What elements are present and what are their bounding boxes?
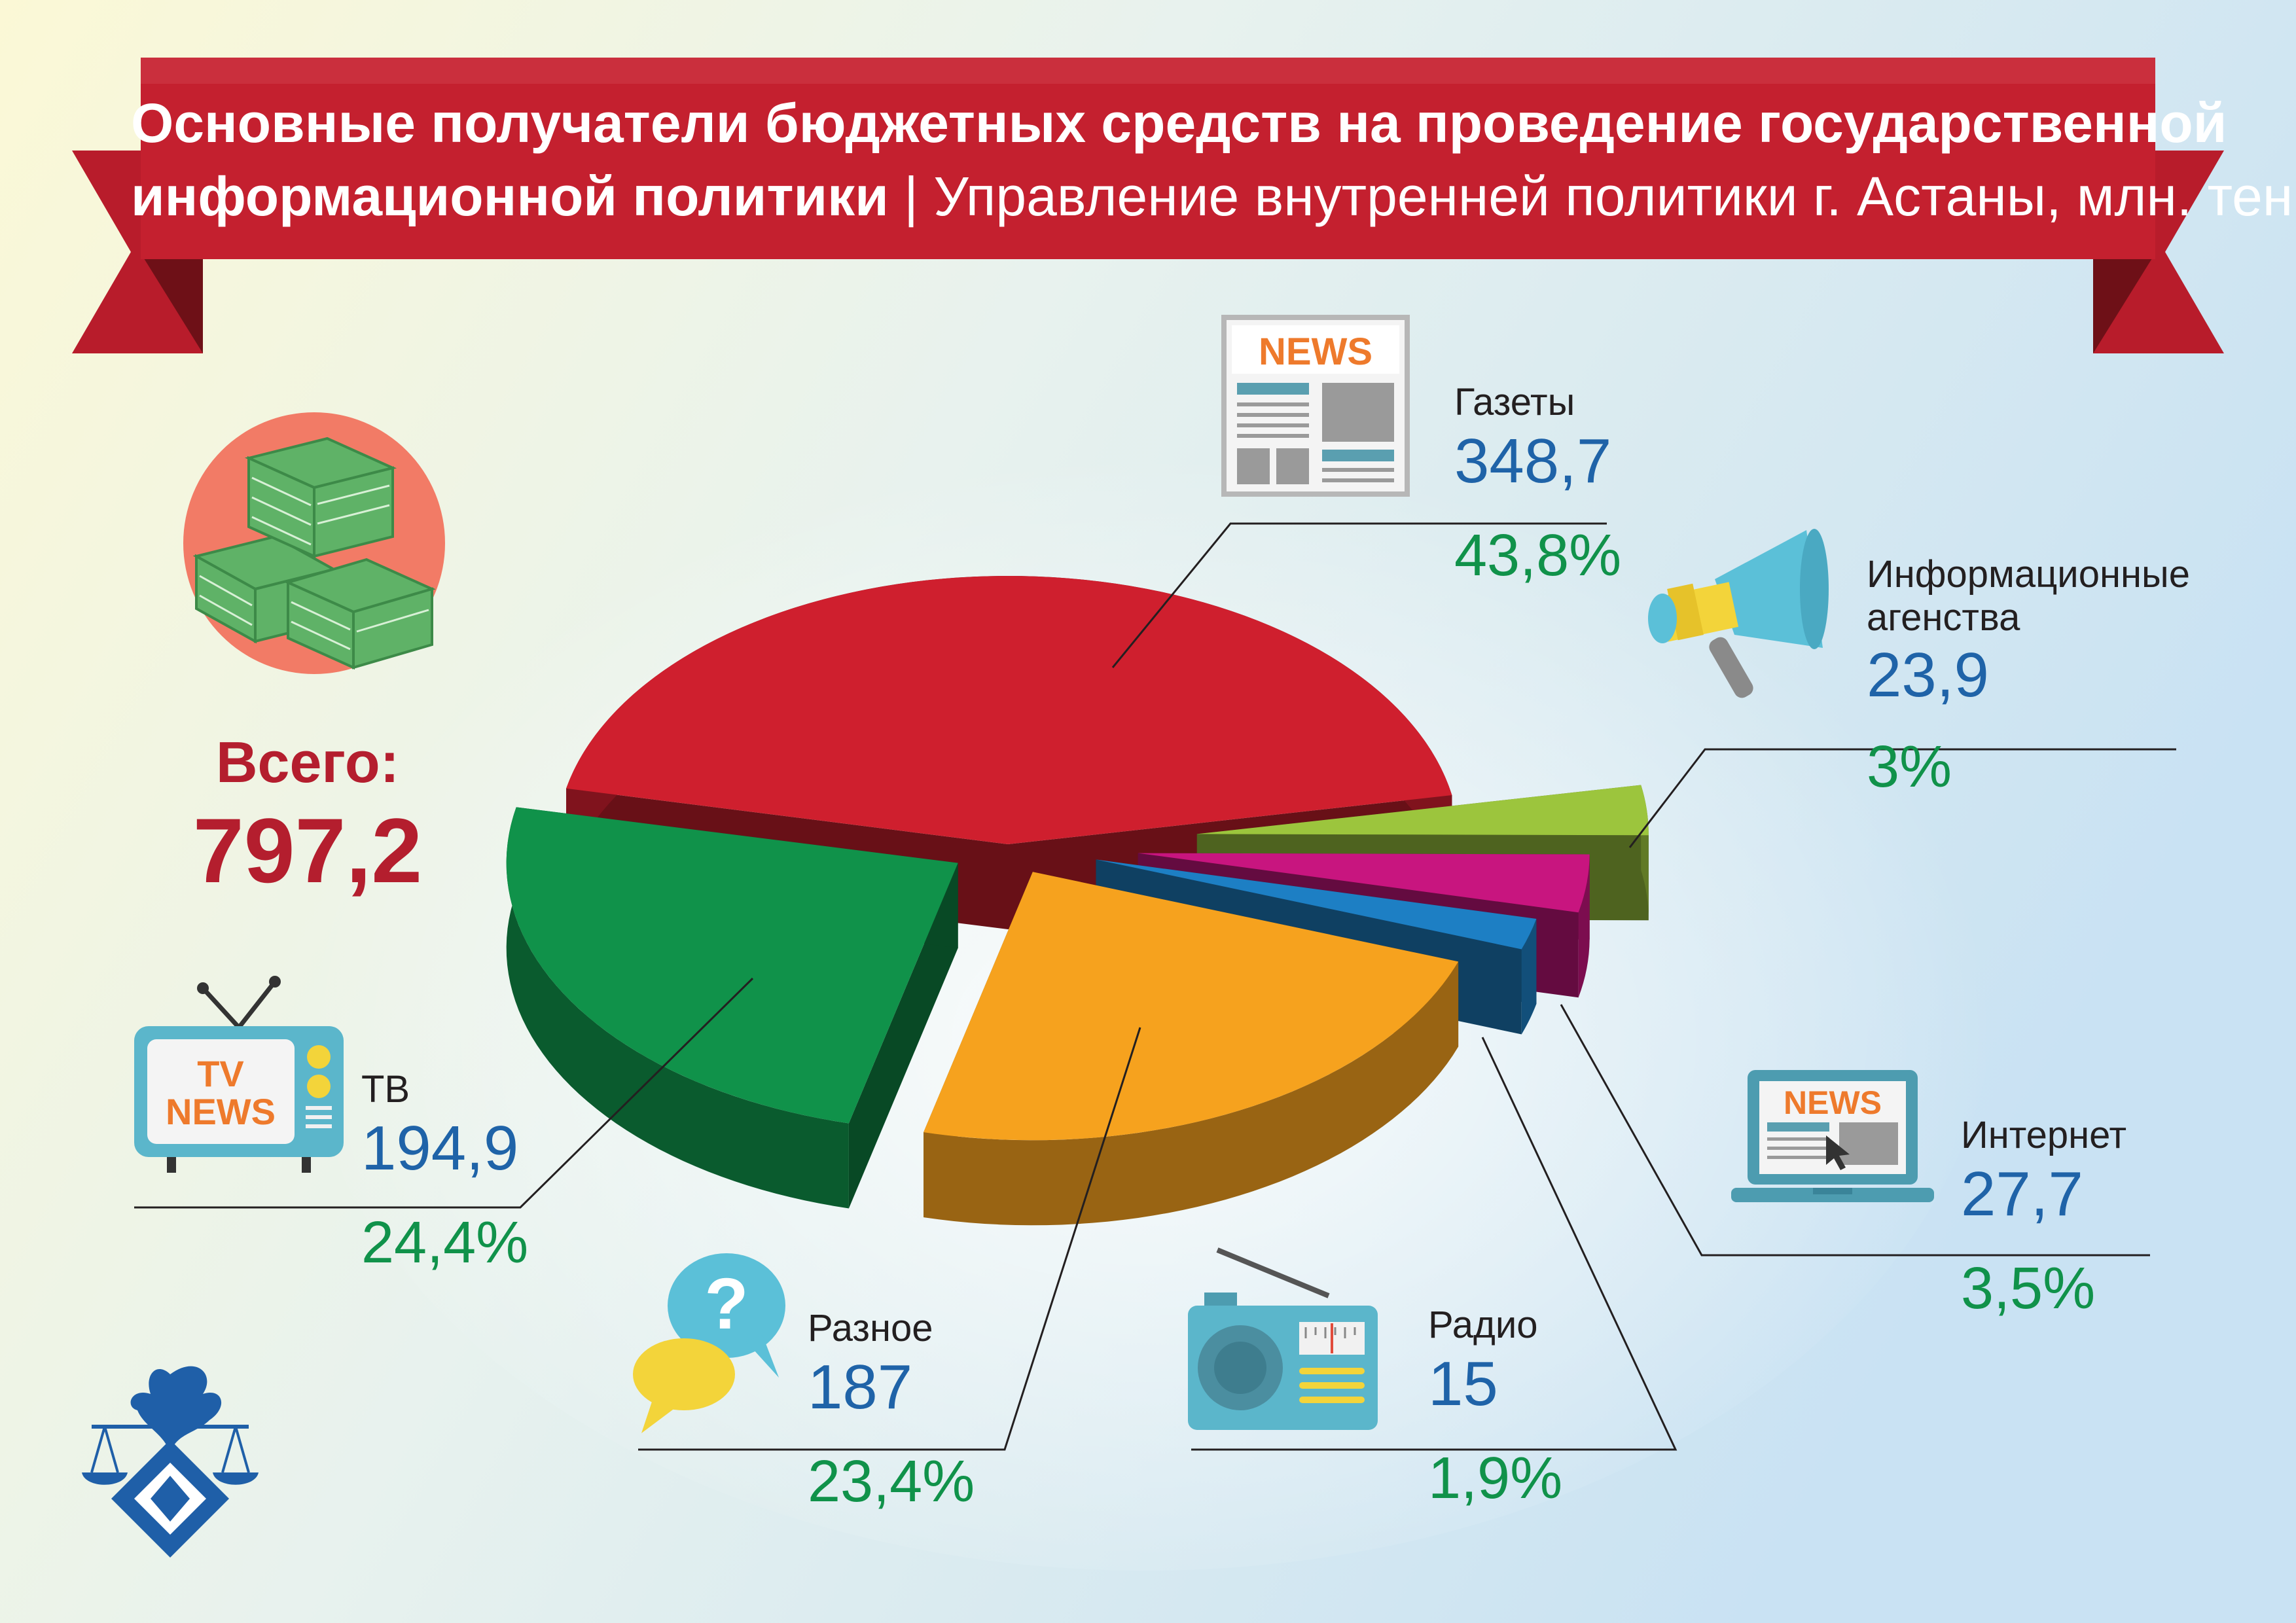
title-bold-part-1: Основные получатели бюджетных средств на…: [131, 92, 2227, 154]
slice-top-face: [566, 576, 1452, 844]
slice-top-face: [1138, 853, 1590, 913]
title-subtitle: Управление внутренней политики г. Астаны…: [933, 166, 2296, 227]
tv-news-icon: TV NEWS: [134, 976, 344, 1173]
tv-icon-text-1: TV: [197, 1053, 244, 1094]
label-name-text: Информационные агенства: [1867, 553, 2190, 639]
chart-title-line-1: Основные получатели бюджетных средств на…: [131, 90, 2227, 156]
total-value: 797,2: [192, 799, 423, 902]
label-internet: Интернет 27,7 3,5%: [1961, 1113, 2126, 1325]
label-value: 15: [1428, 1349, 1498, 1419]
label-newspapers: Газеты 348,7 43,8%: [1454, 380, 1621, 592]
title-bold-part-2: информационной политики: [131, 166, 889, 227]
pie-slice-misc: [924, 872, 1459, 1226]
label-name: Радио: [1428, 1304, 1538, 1346]
leader-line-internet: [1560, 1004, 2150, 1257]
label-value: 194,9: [361, 1113, 519, 1183]
speech-bubbles-icon: ?: [633, 1253, 785, 1433]
laptop-icon-text: NEWS: [1784, 1084, 1882, 1121]
slice-top-face: [1196, 785, 1649, 836]
leader-line-misc: [638, 1027, 1141, 1451]
label-percent: 1,9%: [1428, 1446, 1563, 1511]
label-name: ТВ: [361, 1068, 410, 1111]
total-block: Всего: 797,2: [157, 726, 458, 903]
label-tv: ТВ 194,9 24,4%: [361, 1067, 528, 1279]
leader-line-tv: [134, 977, 754, 1209]
leader-line-radio: [1191, 1037, 1677, 1451]
chart-title-line-2: информационной политики | Управление вну…: [131, 164, 2296, 229]
slice-top-face: [506, 807, 958, 1124]
label-percent: 23,4%: [808, 1449, 975, 1514]
media-center-logo: [82, 1366, 259, 1558]
leader-line-newspapers: [1111, 522, 1607, 668]
label-percent: 24,4%: [361, 1210, 529, 1275]
total-label: Всего:: [216, 730, 399, 794]
newspaper-icon: NEWS: [1221, 315, 1410, 497]
slice-outer-wall: [506, 807, 849, 1209]
label-name: Информационные агенства: [1867, 553, 2190, 639]
label-value: 27,7: [1961, 1159, 2083, 1229]
label-percent: 3,5%: [1961, 1256, 2096, 1321]
label-value: 348,7: [1454, 426, 1612, 496]
title-separator: |: [904, 166, 918, 227]
label-name: Газеты: [1454, 381, 1575, 423]
slice-wall-start: [848, 863, 958, 1209]
slice-outer-wall: [1578, 854, 1590, 998]
megaphone-icon: [1648, 529, 1829, 698]
slice-top-face: [1096, 859, 1537, 950]
slice-outer-wall: [1521, 918, 1537, 1035]
slice-top-face: [924, 872, 1459, 1141]
tv-icon-text-2: NEWS: [166, 1091, 276, 1132]
label-percent: 43,8%: [1454, 523, 1622, 588]
label-name: Разное: [808, 1307, 933, 1349]
laptop-news-icon: NEWS: [1731, 1070, 1934, 1202]
title-ribbon: [72, 58, 2224, 353]
question-mark-text: ?: [704, 1264, 748, 1344]
label-percent: 3%: [1867, 734, 1952, 800]
leader-line-agencies: [1628, 748, 2176, 848]
label-value: 23,9: [1867, 640, 1989, 710]
newspaper-icon-text: NEWS: [1259, 330, 1372, 373]
radio-icon: [1188, 1247, 1378, 1430]
label-name: Интернет: [1961, 1114, 2127, 1156]
slice-outer-wall: [924, 961, 1459, 1226]
label-misc: Разное 187 23,4%: [808, 1306, 975, 1518]
label-value: 187: [808, 1352, 913, 1422]
label-radio: Радио 15 1,9%: [1428, 1302, 1562, 1514]
money-stack-icon: [183, 412, 445, 674]
pie-slice-tv: [506, 807, 958, 1209]
label-agencies: Информационные агенства 23,9 3%: [1867, 553, 2190, 803]
